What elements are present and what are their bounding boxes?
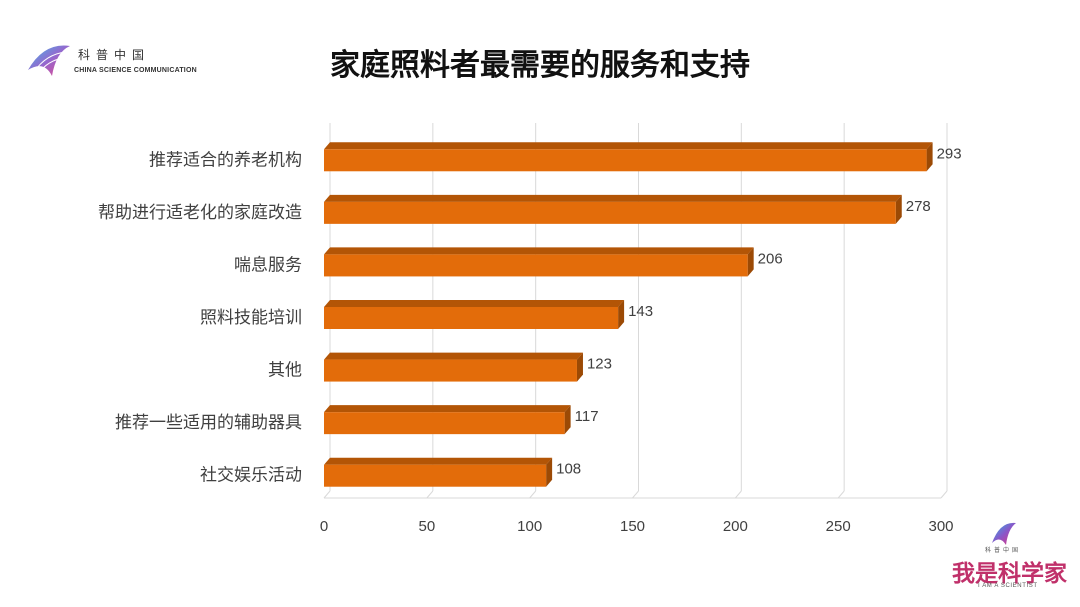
gridline-foot [632, 490, 639, 499]
bar-top-face [324, 247, 754, 255]
bar [324, 307, 619, 329]
bar [324, 412, 565, 435]
bar [324, 149, 927, 172]
bar-top-face [324, 194, 902, 202]
category-label: 照料技能培训 [200, 308, 302, 328]
bar-end-face [564, 405, 571, 435]
bar-top-face [324, 142, 933, 150]
category-label: 其他 [268, 361, 302, 381]
x-tick-label: 0 [320, 518, 328, 535]
gridline-foot [837, 490, 845, 499]
bar-top-face [324, 405, 571, 413]
bar-top-face [324, 457, 553, 465]
bar-top-face [324, 300, 625, 307]
badge-title: 我是科学家 [952, 560, 1067, 587]
data-label: 278 [906, 198, 931, 215]
badge-small-text: 科普中国 [985, 547, 1022, 554]
category-label: 推荐适合的养老机构 [149, 150, 302, 170]
x-tick-label: 150 [620, 518, 645, 535]
bar-end-face [747, 247, 754, 277]
bar-end-face [895, 194, 902, 224]
gridline-foot [426, 490, 434, 499]
x-tick-label: 200 [723, 518, 748, 535]
chart-title: 家庭照料者最需要的服务和支持 [330, 48, 750, 83]
data-label: 108 [556, 461, 581, 478]
category-label: 社交娱乐活动 [200, 466, 302, 486]
x-tick-label: 300 [928, 518, 953, 535]
bar [324, 464, 547, 487]
logo-cn-text: 科普中国 [78, 48, 151, 62]
bar-end-face [926, 142, 933, 172]
bar [324, 254, 748, 277]
badge-wave-icon [992, 522, 1016, 545]
badge-en-text: I AM A SCIENTIST [978, 583, 1038, 589]
bar-end-face [546, 457, 553, 487]
gridline-foot [323, 490, 331, 499]
x-tick-label: 100 [517, 518, 542, 535]
data-label: 123 [587, 356, 612, 373]
data-label: 143 [628, 303, 653, 320]
data-label: 117 [575, 408, 599, 425]
category-label: 推荐一些适用的辅助器具 [115, 413, 302, 433]
x-tick-label: 250 [826, 518, 851, 535]
brand-logo [26, 40, 206, 80]
category-label: 喘息服务 [234, 255, 302, 275]
logo-en-text: CHINA SCIENCE COMMUNICATION [74, 67, 197, 74]
gridline-foot [734, 490, 742, 499]
category-label: 帮助进行适老化的家庭改造 [98, 203, 302, 223]
gridline-foot [529, 490, 537, 499]
data-label: 206 [758, 250, 783, 267]
x-tick-label: 50 [418, 518, 435, 535]
bar [324, 359, 577, 382]
scientist-badge [992, 522, 1016, 545]
data-label: 293 [937, 145, 962, 162]
bar-end-face [576, 352, 583, 382]
logo-wave-icon [28, 45, 70, 76]
bar [324, 201, 896, 224]
gridline-foot [940, 490, 948, 499]
bar-end-face [618, 300, 625, 329]
bar-top-face [324, 352, 583, 360]
